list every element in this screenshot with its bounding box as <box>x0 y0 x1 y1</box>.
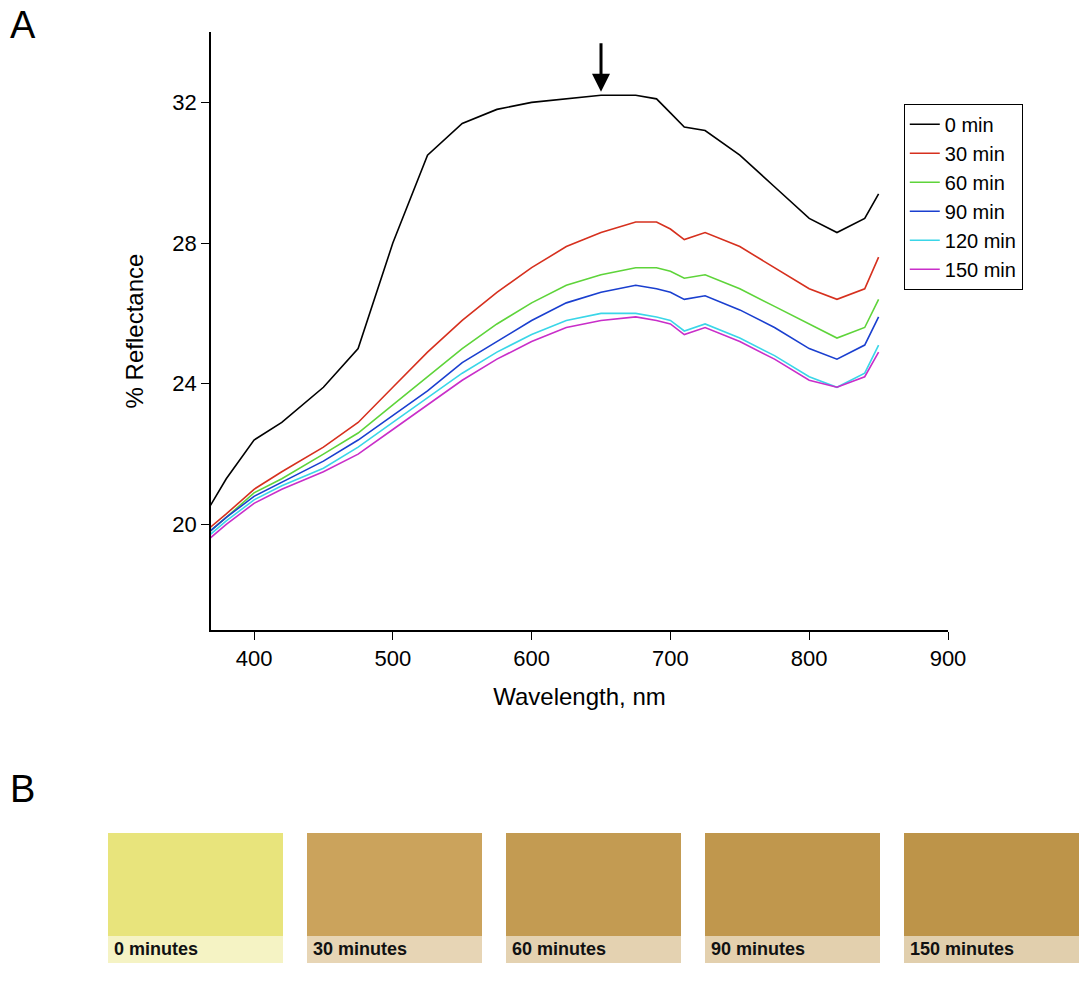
svg-text:28: 28 <box>172 231 196 256</box>
svg-text:0 min: 0 min <box>945 114 994 136</box>
svg-text:150 min: 150 min <box>945 259 1016 281</box>
html-text:A: A <box>10 4 36 46</box>
svg-text:90 min: 90 min <box>945 201 1005 223</box>
svg-text:60 min: 60 min <box>945 172 1005 194</box>
html-text:B: B <box>10 768 36 810</box>
svg-text:700: 700 <box>652 646 689 671</box>
svg-text:400: 400 <box>236 646 273 671</box>
html-text:150 minutes: 150 minutes <box>910 939 1014 959</box>
svg-text:500: 500 <box>374 646 411 671</box>
svg-text:800: 800 <box>791 646 828 671</box>
svg-text:600: 600 <box>513 646 550 671</box>
svg-text:24: 24 <box>172 371 196 396</box>
svg-text:% Reflectance: % Reflectance <box>121 254 148 409</box>
html-text:60 minutes: 60 minutes <box>512 939 606 959</box>
svg-text:30 min: 30 min <box>945 143 1005 165</box>
svg-text:32: 32 <box>172 90 196 115</box>
svg-text:Wavelength, nm: Wavelength, nm <box>493 683 666 710</box>
html-text:90 minutes: 90 minutes <box>711 939 805 959</box>
svg-text:120 min: 120 min <box>945 230 1016 252</box>
html-text:30 minutes: 30 minutes <box>313 939 407 959</box>
svg-text:900: 900 <box>930 646 967 671</box>
html-text:0 minutes: 0 minutes <box>114 939 198 959</box>
svg-text:20: 20 <box>172 512 196 537</box>
